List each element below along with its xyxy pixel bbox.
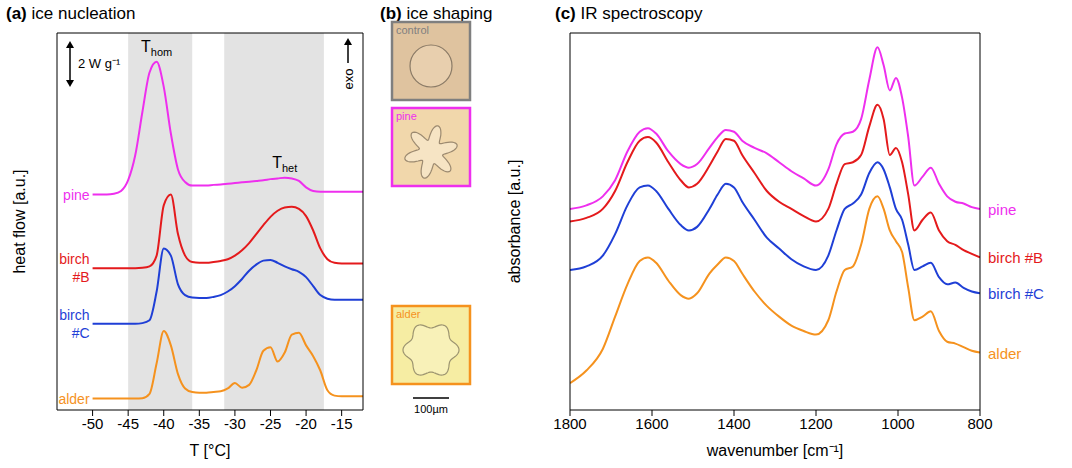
svg-text:pine: pine xyxy=(396,110,417,122)
svg-text:-15: -15 xyxy=(331,415,353,432)
html-text:(c) IR spectroscopy: (c) IR spectroscopy xyxy=(555,4,703,23)
svg-text:-25: -25 xyxy=(260,415,282,432)
svg-text:Thet: Thet xyxy=(272,154,297,174)
html-text:(a) ice nucleation: (a) ice nucleation xyxy=(6,4,136,23)
svg-text:-35: -35 xyxy=(188,415,210,432)
svg-text:Thom: Thom xyxy=(141,38,172,58)
svg-text:control: control xyxy=(396,24,429,36)
svg-text:1600: 1600 xyxy=(635,415,668,432)
svg-text:1800: 1800 xyxy=(553,415,586,432)
svg-text:2 W g⁻¹: 2 W g⁻¹ xyxy=(78,56,121,71)
svg-text:alder: alder xyxy=(58,391,89,407)
html-text:(b) ice shaping: (b) ice shaping xyxy=(380,4,493,23)
svg-text:-20: -20 xyxy=(295,415,317,432)
svg-text:alder: alder xyxy=(988,344,1021,361)
svg-text:pine: pine xyxy=(63,187,90,203)
svg-text:100µm: 100µm xyxy=(414,403,448,415)
svg-text:-40: -40 xyxy=(153,415,175,432)
svg-text:1000: 1000 xyxy=(881,415,914,432)
svg-text:alder: alder xyxy=(396,308,421,320)
svg-text:-30: -30 xyxy=(224,415,246,432)
svg-text:1400: 1400 xyxy=(717,415,750,432)
svg-text:absorbance [a.u.]: absorbance [a.u.] xyxy=(506,160,523,284)
svg-text:birch#C: birch#C xyxy=(59,307,89,341)
svg-text:exo: exo xyxy=(341,69,356,90)
svg-text:birch #B: birch #B xyxy=(988,249,1043,266)
svg-text:heat flow [a.u.]: heat flow [a.u.] xyxy=(11,169,28,273)
svg-text:-45: -45 xyxy=(117,415,139,432)
svg-text:1200: 1200 xyxy=(799,415,832,432)
svg-text:birch#B: birch#B xyxy=(59,251,89,285)
svg-text:T [°C]: T [°C] xyxy=(190,442,231,459)
svg-text:birch #C: birch #C xyxy=(988,285,1044,302)
svg-text:800: 800 xyxy=(967,415,992,432)
svg-text:pine: pine xyxy=(988,200,1016,217)
svg-text:wavenumber [cm⁻¹]: wavenumber [cm⁻¹] xyxy=(706,442,844,459)
svg-text:-50: -50 xyxy=(82,415,104,432)
